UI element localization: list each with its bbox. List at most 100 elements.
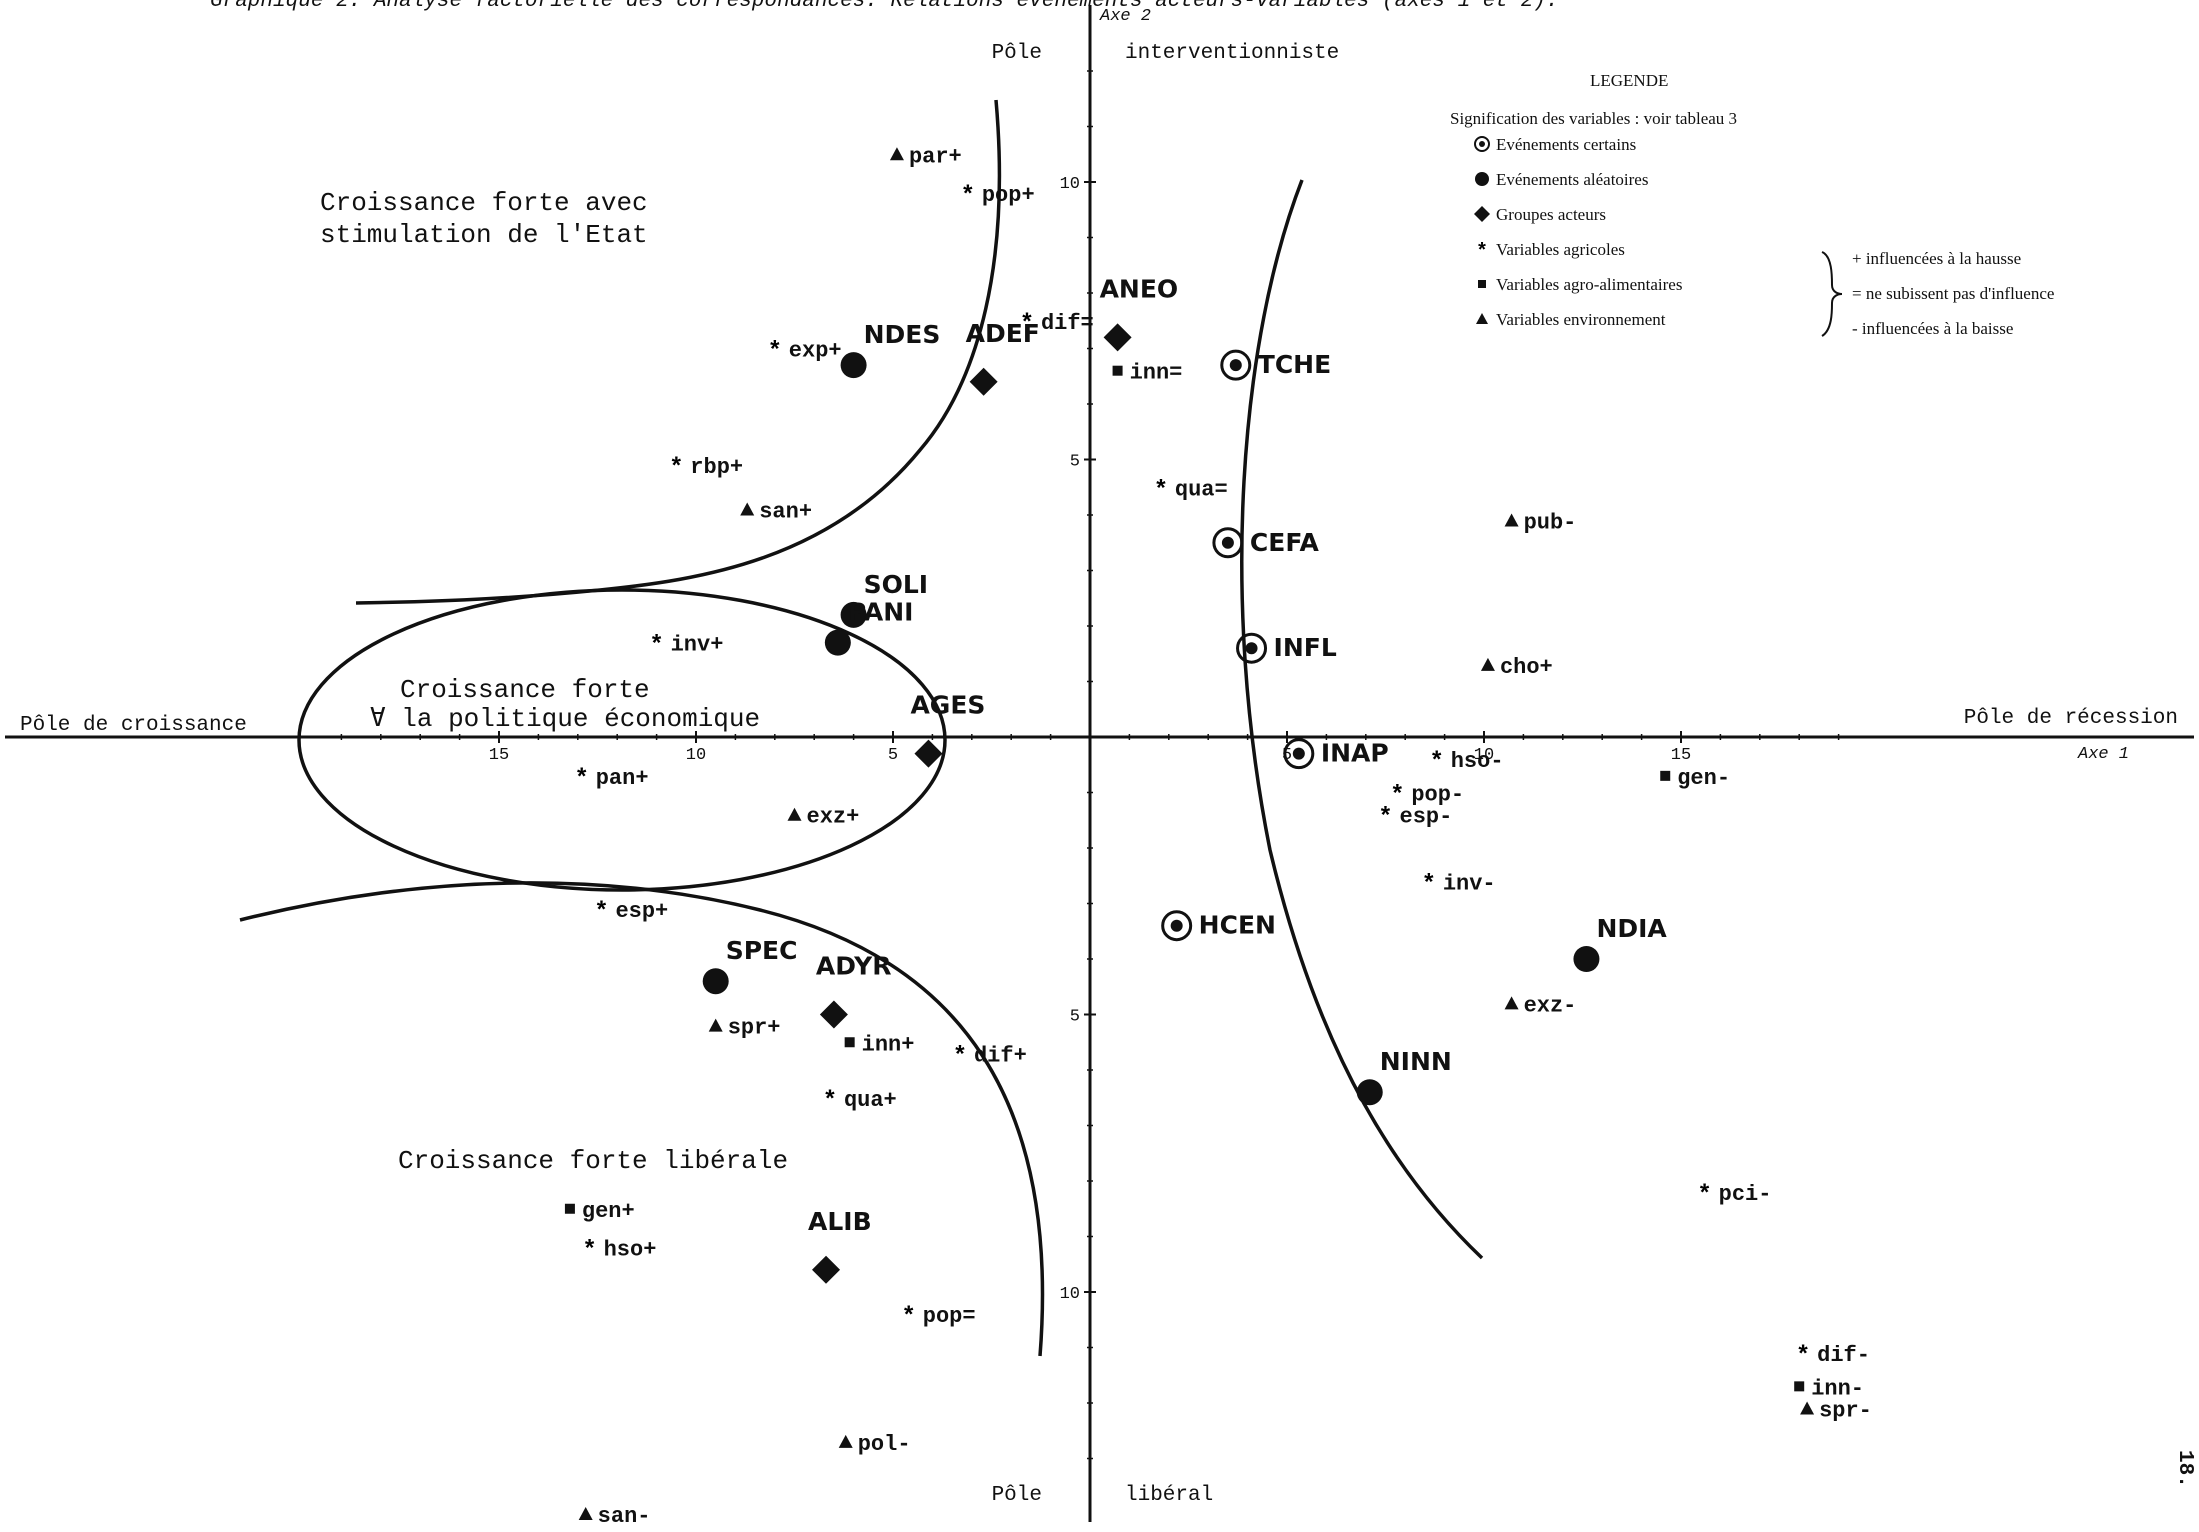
point-pop-plus: * pop+ bbox=[961, 183, 1035, 210]
y-tick-label: 10 bbox=[1060, 175, 1080, 194]
point-qua-equal: * qua= bbox=[1154, 477, 1228, 504]
axis-ticks: 15 10 5 5 10 15 10 5 5 10 bbox=[340, 70, 1840, 1460]
point-hso-minus: * hso- bbox=[1430, 749, 1504, 776]
point-cefa-ring bbox=[1212, 527, 1244, 559]
point-spr-minus-label: spr- bbox=[1819, 1399, 1872, 1424]
point-inv-minus-marker: * bbox=[1422, 871, 1436, 898]
point-hso-plus-marker: * bbox=[582, 1238, 596, 1265]
point-inn-equal-label: inn= bbox=[1130, 361, 1183, 386]
point-alib-label: ALIB bbox=[808, 1207, 872, 1236]
point-inap-dot bbox=[1292, 747, 1305, 760]
point-tche: TCHE bbox=[1220, 349, 1331, 381]
point-rbp-plus-label: rbp+ bbox=[690, 455, 743, 480]
point-alib-marker bbox=[812, 1255, 841, 1284]
point-ages-marker bbox=[914, 739, 943, 768]
legend-event-certain-label: Evénements certains bbox=[1496, 135, 1636, 154]
x-tick-label: 5 bbox=[1282, 746, 1292, 765]
point-pol-minus-marker bbox=[838, 1434, 853, 1448]
legend-agricultural-icon: * bbox=[1476, 241, 1488, 264]
point-cefa: CEFA bbox=[1212, 527, 1320, 559]
pole-top-left: Pôle bbox=[992, 42, 1042, 65]
legend-event-certain-icon-dot bbox=[1479, 141, 1485, 147]
point-pub-minus: pub- bbox=[1504, 511, 1576, 536]
point-pan-plus-label: pan+ bbox=[596, 766, 649, 791]
point-gen-plus-label: gen+ bbox=[582, 1199, 635, 1224]
point-esp-plus-label: esp+ bbox=[615, 899, 668, 924]
point-ndia-label: NDIA bbox=[1596, 914, 1667, 943]
axis-1-label: Axe 1 bbox=[2077, 745, 2129, 764]
point-tche-label: TCHE bbox=[1258, 350, 1331, 379]
point-inap: INAP bbox=[1283, 738, 1389, 770]
x-tick-label: 10 bbox=[1474, 746, 1494, 765]
point-pani-label: PANI bbox=[848, 598, 914, 627]
point-pol-minus: pol- bbox=[838, 1432, 911, 1457]
point-san-minus: san- bbox=[578, 1504, 651, 1529]
region-etat-line1: Croissance forte avec bbox=[320, 188, 648, 218]
point-cho-plus-label: cho+ bbox=[1500, 655, 1553, 680]
point-adef-marker bbox=[969, 367, 998, 396]
region-boundaries bbox=[239, 99, 1484, 1357]
point-inn-minus-marker bbox=[1794, 1381, 1805, 1392]
point-san-plus-marker bbox=[740, 502, 755, 516]
point-san-minus-label: san- bbox=[598, 1504, 651, 1527]
point-ndia: NDIA bbox=[1573, 914, 1667, 972]
point-dif-equal-marker: * bbox=[1020, 311, 1034, 338]
point-pani: PANI bbox=[824, 598, 914, 656]
point-dif-equal: * dif= bbox=[1020, 311, 1094, 338]
y-tick-label: 5 bbox=[1070, 1008, 1080, 1027]
point-dif-minus: * dif- bbox=[1796, 1343, 1870, 1370]
point-pop-equal-label: pop= bbox=[923, 1304, 976, 1329]
legend: LEGENDE Signification des variables : vo… bbox=[1450, 71, 2054, 338]
point-tche-ring bbox=[1220, 349, 1252, 381]
point-qua-equal-marker: * bbox=[1154, 477, 1168, 504]
point-aneo-marker bbox=[1103, 323, 1132, 352]
point-ndes-marker bbox=[840, 352, 867, 379]
point-gen-minus: gen- bbox=[1660, 766, 1730, 791]
point-cefa-label: CEFA bbox=[1250, 528, 1320, 557]
point-pan-plus: * pan+ bbox=[575, 766, 649, 793]
region-etat-line2: stimulation de l'Etat bbox=[320, 220, 648, 250]
point-par-plus-marker bbox=[889, 147, 904, 161]
y-tick-label: 10 bbox=[1060, 1285, 1080, 1304]
legend-sign-minus: - influencées à la baisse bbox=[1852, 319, 2013, 338]
point-ninn-label: NINN bbox=[1380, 1047, 1452, 1076]
legend-brace bbox=[1821, 251, 1843, 337]
point-pop-equal: * pop= bbox=[902, 1304, 976, 1331]
point-exz-minus-marker bbox=[1504, 996, 1519, 1010]
point-inap-ring bbox=[1283, 738, 1315, 770]
point-ndes: NDES bbox=[840, 320, 941, 379]
point-infl-dot bbox=[1245, 642, 1258, 655]
point-gen-minus-marker bbox=[1660, 770, 1671, 781]
point-hcen-dot bbox=[1170, 919, 1183, 932]
legend-environment-icon bbox=[1476, 313, 1488, 324]
point-exz-minus-label: exz- bbox=[1524, 993, 1577, 1018]
point-adef: ADEF bbox=[966, 319, 1040, 396]
curve-etat-boundary bbox=[355, 99, 1002, 605]
point-pop-equal-marker: * bbox=[902, 1304, 916, 1331]
point-qua-equal-label: qua= bbox=[1175, 477, 1228, 502]
point-infl-ring bbox=[1236, 632, 1268, 664]
legend-title: LEGENDE bbox=[1590, 71, 1668, 90]
point-ndes-label: NDES bbox=[864, 320, 941, 349]
curve-liberale-boundary bbox=[239, 881, 1045, 1357]
point-dif-minus-marker: * bbox=[1796, 1343, 1810, 1370]
point-inv-plus: * inv+ bbox=[649, 633, 723, 660]
point-cho-plus-marker bbox=[1480, 657, 1495, 671]
point-inn-plus-marker bbox=[844, 1037, 855, 1048]
point-inv-minus-label: inv- bbox=[1443, 871, 1496, 896]
axis-2-label: Axe 2 bbox=[1099, 7, 1151, 26]
legend-environment-label: Variables environnement bbox=[1496, 310, 1666, 329]
point-exz-plus-label: exz+ bbox=[807, 805, 860, 830]
point-hso-plus: * hso+ bbox=[582, 1238, 656, 1265]
point-spr-minus-marker bbox=[1800, 1401, 1815, 1415]
point-pop-minus-label: pop- bbox=[1411, 783, 1464, 808]
point-cho-plus: cho+ bbox=[1480, 655, 1553, 680]
legend-event-certain: Evénements certains bbox=[1474, 135, 1636, 154]
point-dif-equal-label: dif= bbox=[1041, 311, 1094, 336]
point-spec-label: SPEC bbox=[726, 936, 798, 965]
point-ninn: NINN bbox=[1356, 1047, 1452, 1106]
point-ages-label: AGES bbox=[910, 691, 985, 720]
point-spr-minus: spr- bbox=[1800, 1399, 1872, 1424]
